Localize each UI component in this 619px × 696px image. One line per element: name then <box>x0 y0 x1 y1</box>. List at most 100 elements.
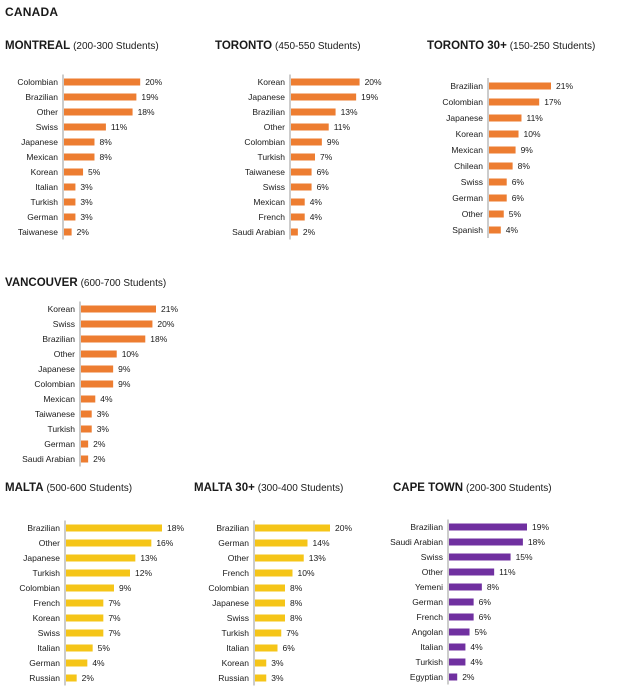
category-label: Other <box>462 209 483 219</box>
value-label: 7% <box>320 152 333 162</box>
bar <box>81 455 89 463</box>
chart-title: VANCOUVER <box>5 277 78 289</box>
value-label: 16% <box>156 538 173 548</box>
category-label: French <box>34 598 61 608</box>
category-label: Italian <box>35 182 58 192</box>
bar <box>255 569 293 577</box>
category-label: German <box>452 193 483 203</box>
bar <box>66 584 114 592</box>
category-label: Swiss <box>53 319 75 329</box>
bar <box>449 643 466 651</box>
value-label: 10% <box>298 568 315 578</box>
category-label: Saudi Arabian <box>22 454 75 464</box>
category-label: Korean <box>456 129 484 139</box>
value-label: 11% <box>334 122 351 132</box>
bar <box>489 178 507 186</box>
category-label: Other <box>228 553 249 563</box>
value-label: 4% <box>506 225 519 235</box>
bar <box>81 335 146 343</box>
value-label: 4% <box>470 657 483 667</box>
value-label: 20% <box>157 319 174 329</box>
value-label: 3% <box>271 673 284 683</box>
bar <box>81 410 92 418</box>
category-label: Other <box>54 349 75 359</box>
chart-subtitle: (500-600 Students) <box>46 483 133 494</box>
value-label: 20% <box>365 77 382 87</box>
category-label: Japanese <box>212 598 249 608</box>
bar <box>255 599 285 607</box>
value-label: 5% <box>475 627 488 637</box>
value-label: 9% <box>327 137 340 147</box>
bar <box>81 395 96 403</box>
value-label: 20% <box>145 77 162 87</box>
bar <box>66 674 77 682</box>
value-label: 2% <box>82 673 95 683</box>
value-label: 6% <box>479 612 492 622</box>
bar <box>489 146 516 154</box>
value-label: 6% <box>512 177 525 187</box>
chart-title-vancouver: VANCOUVER (600-700 Students) <box>5 277 166 289</box>
category-label: Brazilian <box>42 334 75 344</box>
category-label: Brazilian <box>450 81 483 91</box>
bar <box>66 554 136 562</box>
bar <box>64 183 76 191</box>
bar <box>291 93 357 101</box>
value-label: 9% <box>521 145 534 155</box>
bar <box>489 98 540 106</box>
value-label: 5% <box>509 209 522 219</box>
page-title: CANADA <box>5 5 59 19</box>
category-label: Italian <box>420 642 443 652</box>
category-label: Saudi Arabian <box>232 227 285 237</box>
value-label: 8% <box>518 161 531 171</box>
bar <box>255 614 285 622</box>
value-label: 8% <box>99 137 112 147</box>
bar <box>449 553 511 561</box>
category-label: German <box>29 658 60 668</box>
value-label: 7% <box>286 628 299 638</box>
category-label: Italian <box>226 643 249 653</box>
category-label: Egyptian <box>410 672 443 682</box>
value-label: 8% <box>290 583 303 593</box>
bar <box>449 598 474 606</box>
category-label: Japanese <box>23 553 60 563</box>
value-label: 19% <box>532 522 549 532</box>
category-label: Mexican <box>451 145 483 155</box>
category-label: Colombian <box>208 583 249 593</box>
value-label: 19% <box>361 92 378 102</box>
bar <box>64 138 95 146</box>
value-label: 7% <box>108 613 121 623</box>
bar <box>66 569 130 577</box>
bar <box>449 568 495 576</box>
value-label: 2% <box>77 227 90 237</box>
category-label: Mexican <box>43 394 75 404</box>
bar <box>64 228 72 236</box>
bar <box>449 538 523 546</box>
bar <box>64 153 95 161</box>
category-label: Swiss <box>227 613 249 623</box>
category-label: Mexican <box>253 197 285 207</box>
value-label: 11% <box>526 113 543 123</box>
bar <box>81 440 89 448</box>
value-label: 7% <box>108 598 121 608</box>
chart-subtitle: (300-400 Students) <box>257 483 344 494</box>
bar <box>489 162 513 170</box>
value-label: 21% <box>161 304 178 314</box>
category-label: German <box>27 212 58 222</box>
category-label: German <box>44 439 75 449</box>
chart-title-toronto-30-plus: TORONTO 30+ (150-250 Students) <box>427 40 595 52</box>
category-label: Swiss <box>36 122 58 132</box>
bar <box>255 584 285 592</box>
bar <box>255 554 304 562</box>
bar <box>255 539 308 547</box>
value-label: 21% <box>556 81 573 91</box>
category-label: Brazilian <box>27 523 60 533</box>
bar <box>291 153 315 161</box>
bar <box>64 93 137 101</box>
bar <box>255 524 330 532</box>
category-label: German <box>412 597 443 607</box>
value-label: 6% <box>317 182 330 192</box>
value-label: 3% <box>271 658 284 668</box>
value-label: 10% <box>524 129 541 139</box>
category-label: Colombian <box>17 77 58 87</box>
category-label: Turkish <box>47 424 75 434</box>
